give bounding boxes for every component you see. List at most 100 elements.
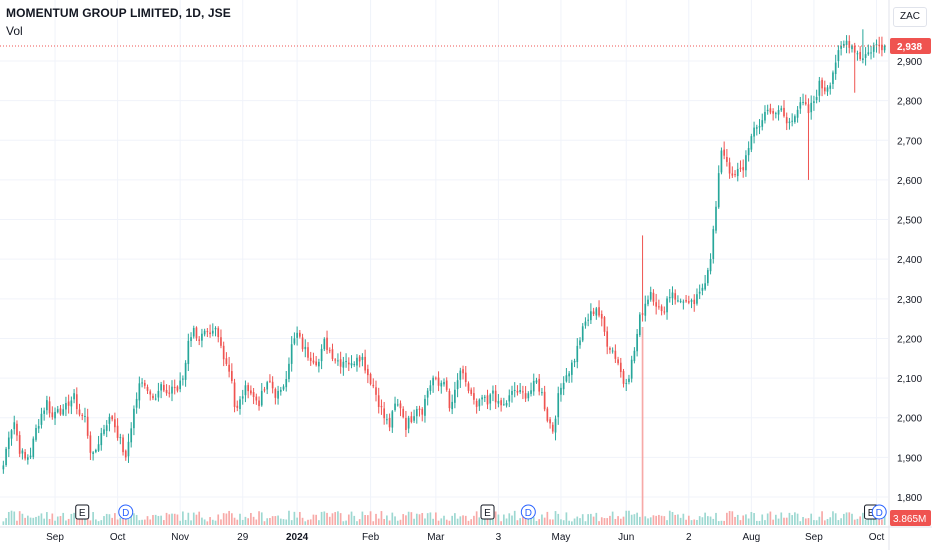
candle-body [636,333,638,352]
volume-bar [10,510,13,525]
volume-bar [24,517,26,525]
volume-bar [443,515,445,525]
volume-bar [260,512,263,525]
candle-body [511,391,513,395]
candle-body [143,382,146,386]
candle-body [587,319,590,321]
volume-bar [252,516,255,525]
candle-body [696,294,698,304]
last-volume-label: 3.865M [893,514,926,525]
price-tick-label: 2,500 [897,216,922,227]
candle-body [750,136,753,150]
earnings-marker [480,504,495,520]
candle-body [260,390,263,406]
price-tick-label: 2,200 [897,334,922,345]
volume-bar [187,512,190,525]
candle-body [598,307,600,316]
volume-bar [312,514,315,525]
candle-body [774,113,777,115]
candle-body [78,409,81,415]
candle-body [783,107,785,117]
volume-bar [304,521,307,525]
candle-body [124,450,127,458]
volume-bar [788,512,791,525]
volume-bar [584,521,587,525]
candle-body [40,413,43,425]
dividend-marker [871,504,887,520]
volume-bar [239,513,241,525]
volume-bar [619,518,622,525]
volume-bar [345,520,347,525]
volume-bar [211,519,214,525]
candle-body [652,292,655,302]
volume-label[interactable]: Vol [6,24,23,38]
last-volume-badge [890,510,931,526]
volume-bar [867,514,870,525]
candle-body [845,40,848,45]
volume-bar [666,520,668,525]
volume-bar [337,511,339,525]
last-value-badges: 2,938 3.865M [0,37,931,526]
candle-body [296,332,298,338]
candle-body [304,346,307,350]
candle-body [309,357,312,362]
time-tick-label: Sep [805,532,823,543]
volume-bar [638,516,641,525]
candle-body [271,381,274,389]
candle-body [35,427,37,440]
volume-bar [203,519,206,525]
time-axis[interactable]: Sep Oct Nov 29 2024 Feb Mar 3 May Jun 2 Aug Sep Oct [0,526,932,543]
candle-body [149,391,152,395]
candle-body [821,79,823,89]
volume-bar [532,517,535,525]
volume-bar [307,519,309,525]
price-tick-label: 1,900 [897,453,922,464]
volume-bar [562,520,565,525]
volume-bar [326,512,328,525]
volume-bar [845,512,848,525]
volume-bar [712,518,715,525]
chart-title[interactable]: MOMENTUM GROUP LIMITED, 1D, JSE [6,6,231,20]
candle-body [18,435,21,454]
price-axis[interactable]: 1,800 1,900 2,000 2,100 2,200 2,300 2,400 2,500… [888,0,922,550]
volume-bar [209,517,211,525]
volume-bar [424,518,426,525]
candle-body [663,311,666,313]
candle-body [565,375,568,382]
currency-badge[interactable]: ZAC [893,7,927,27]
volume-bar [810,513,813,525]
candle-body [326,337,328,351]
candle-body [293,338,296,344]
volume-bar [323,511,326,525]
candle-body [103,429,105,434]
volume-bar [663,516,666,525]
time-tick-label: Oct [110,532,126,543]
volume-bar [358,519,361,525]
volume-bar [328,516,331,525]
candle-body [201,333,203,341]
volume-bar [65,520,67,525]
volume-bar [149,519,152,525]
price-tick-label: 2,300 [897,295,922,306]
candle-body [29,455,32,458]
candle-body [731,173,734,176]
candle-body [508,395,511,402]
candle-body [345,361,347,363]
volume-bar [162,520,165,525]
candle-body [617,359,619,364]
volume-bar [250,512,252,525]
volume-bar [625,510,628,525]
volume-bar [440,518,443,525]
volume-bar [119,517,122,525]
candle-body [459,370,462,380]
candle-body [622,371,625,384]
volume-bar [538,519,541,525]
volume-bar [783,517,785,525]
candle-body [853,45,856,53]
candle-body [328,350,331,352]
volume-bar [837,520,840,525]
volume-bar [266,518,269,525]
volume-bar [682,513,685,525]
